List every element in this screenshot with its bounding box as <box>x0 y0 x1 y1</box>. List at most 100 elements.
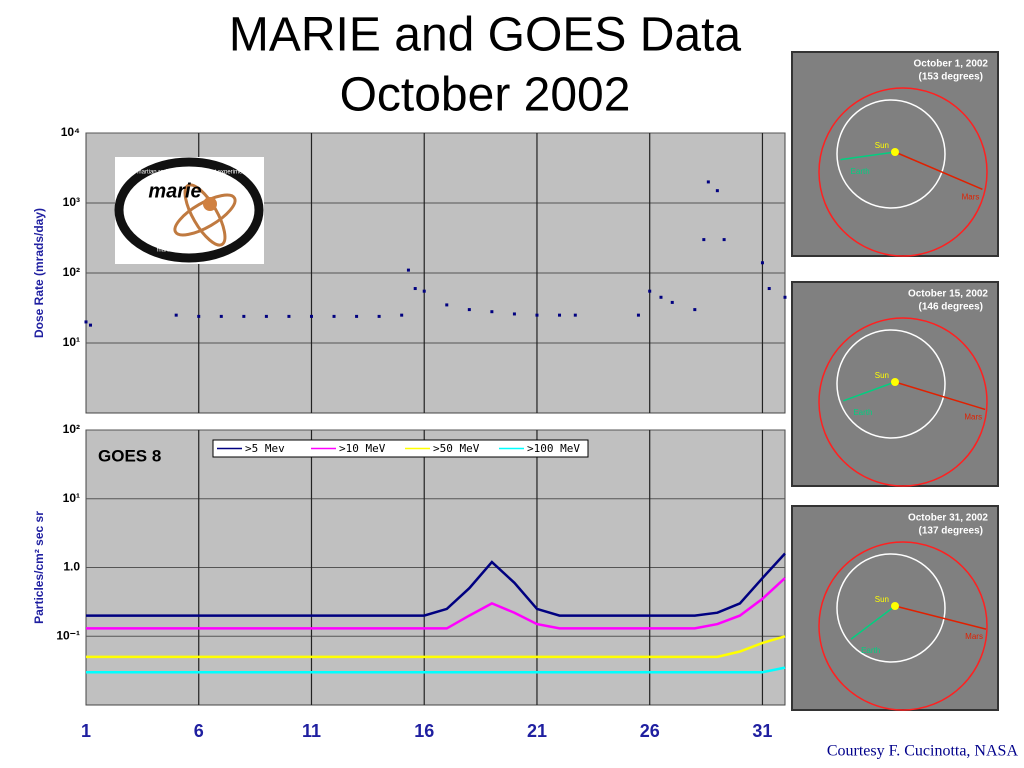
y-axis-label: Dose Rate (mrads/day) <box>32 208 46 338</box>
x-tick-label: 26 <box>640 721 660 741</box>
x-tick-label: 21 <box>527 721 547 741</box>
data-point <box>783 295 787 299</box>
data-point <box>648 289 652 293</box>
data-line <box>86 666 786 674</box>
data-point <box>573 313 577 317</box>
data-point <box>467 308 471 312</box>
data-point <box>242 314 246 318</box>
earth-orbit <box>836 553 946 663</box>
sun <box>891 378 899 386</box>
mars-orbit <box>818 317 988 487</box>
legend-box <box>212 439 589 458</box>
data-point <box>174 313 178 317</box>
data-point <box>659 295 663 299</box>
sun-label: Sun <box>875 141 889 150</box>
data-line <box>86 635 786 659</box>
data-line <box>86 577 786 630</box>
y-tick-label: 10² <box>63 265 80 279</box>
annotation: GOES 8 <box>98 446 161 465</box>
data-point <box>400 313 404 317</box>
panel-angle: (137 degrees) <box>919 526 983 537</box>
data-point <box>264 314 268 318</box>
x-tick-label: 16 <box>414 721 434 741</box>
earth-label: Earth <box>861 646 880 655</box>
earth-label: Earth <box>851 167 870 176</box>
data-point <box>355 314 359 318</box>
mars-arrow <box>894 151 983 191</box>
sun <box>891 148 899 156</box>
data-point <box>706 180 710 184</box>
mars-label: Mars <box>962 192 980 201</box>
logo-text: martian radiation environment experiment <box>137 170 248 176</box>
panel-angle: (146 degrees) <box>919 302 983 313</box>
data-point <box>84 320 88 324</box>
logo-orbit <box>173 193 237 237</box>
credit: Courtesy F. Cucinotta, NASA <box>827 743 1019 760</box>
earth-arrow <box>850 605 896 640</box>
data-point <box>512 312 516 316</box>
mars-label: Mars <box>965 632 983 641</box>
data-point <box>670 300 674 304</box>
y-tick-label: 10³ <box>63 195 80 209</box>
earth-arrow <box>843 381 896 402</box>
legend-label: >5 Mev <box>245 442 285 455</box>
data-point <box>422 289 426 293</box>
data-point <box>558 313 562 317</box>
logo: marie martian radiation environment exper… <box>114 157 264 264</box>
data-point <box>89 323 93 327</box>
logo-orbit <box>183 183 227 247</box>
legend-label: >10 MeV <box>339 442 386 455</box>
panel-date: October 31, 2002 <box>908 513 988 524</box>
y-tick-label: 10¹ <box>63 335 80 349</box>
data-point <box>693 308 697 312</box>
data-point <box>445 303 449 307</box>
y-tick-label: 1.0 <box>63 560 80 574</box>
x-tick-label: 6 <box>194 721 204 741</box>
mars-arrow <box>894 605 987 630</box>
y-tick-label: 10⁻¹ <box>56 628 80 642</box>
data-point <box>197 314 201 318</box>
data-point <box>760 261 764 265</box>
data-line <box>86 552 786 617</box>
logo-text: mars '01 program <box>157 248 204 254</box>
slide-title: October 2002 <box>340 69 631 122</box>
data-point <box>715 189 719 193</box>
data-point <box>406 268 410 272</box>
x-tick-label: 11 <box>302 721 321 741</box>
x-tick-label: 1 <box>81 721 91 741</box>
y-tick-label: 10² <box>63 422 80 436</box>
data-point <box>287 314 291 318</box>
sun <box>891 602 899 610</box>
earth-arrow <box>840 151 896 161</box>
panel-date: October 15, 2002 <box>908 289 988 300</box>
data-point <box>535 313 539 317</box>
x-tick-label: 31 <box>752 721 772 741</box>
legend-label: >100 MeV <box>527 442 580 455</box>
mars-arrow <box>894 381 986 411</box>
y-axis-label: Particles/cm² sec sr <box>32 511 46 624</box>
legend-label: >50 MeV <box>433 442 480 455</box>
data-point <box>636 313 640 317</box>
sun-label: Sun <box>875 595 889 604</box>
y-tick-label: 10¹ <box>63 491 80 505</box>
data-point <box>377 314 381 318</box>
earth-orbit <box>836 329 946 439</box>
mars-orbit <box>818 541 988 711</box>
data-point <box>767 287 771 291</box>
sun-label: Sun <box>875 371 889 380</box>
earth-label: Earth <box>853 408 872 417</box>
mars-orbit <box>818 87 988 257</box>
y-tick-label: 10⁴ <box>61 125 80 139</box>
data-point <box>413 287 417 291</box>
earth-orbit <box>836 99 946 209</box>
data-point <box>332 314 336 318</box>
mars-label: Mars <box>964 413 982 422</box>
slide-title: MARIE and GOES Data <box>229 9 742 62</box>
data-point <box>490 310 494 314</box>
logo-name: marie <box>148 180 201 202</box>
logo-planet <box>203 197 217 211</box>
data-point <box>722 238 726 242</box>
data-point <box>702 238 706 242</box>
data-point <box>219 314 223 318</box>
